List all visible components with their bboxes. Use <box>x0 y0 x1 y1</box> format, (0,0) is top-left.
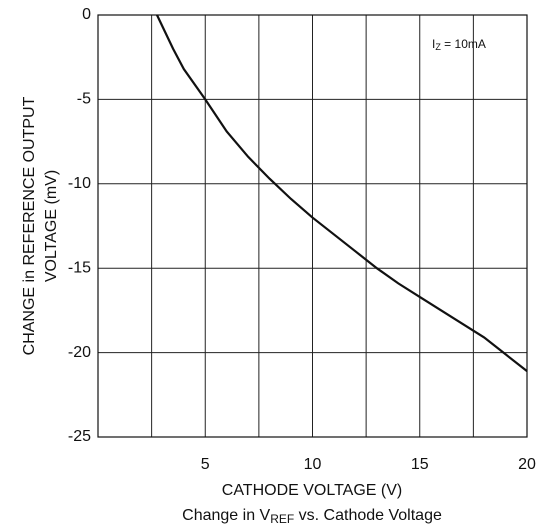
chart-title: Change in VREF vs. Cathode Voltage <box>182 507 442 526</box>
annotation-part: I <box>432 37 435 51</box>
title-part: Change in V <box>182 507 270 524</box>
title-subscript: REF <box>270 512 294 526</box>
y-tick-label: -25 <box>68 428 91 445</box>
y-tick-label: 0 <box>82 6 91 23</box>
y-axis-label: VOLTAGE (mV) <box>43 170 60 282</box>
plot-frame <box>97 14 528 438</box>
y-axis-label: CHANGE in REFERENCE OUTPUT <box>21 96 38 355</box>
annotation-part: = 10mA <box>441 37 486 51</box>
y-tick-label: -10 <box>68 175 91 192</box>
x-tick-label: 10 <box>304 456 322 473</box>
x-axis-label: CATHODE VOLTAGE (V) <box>222 482 402 499</box>
x-tick-label: 20 <box>518 456 536 473</box>
annotation-subscript: Z <box>435 42 441 52</box>
y-tick-label: -15 <box>68 259 91 276</box>
y-tick-label: -5 <box>77 91 91 108</box>
y-tick-label: -20 <box>68 344 91 361</box>
annotation: IZ = 10mA <box>432 37 486 52</box>
line-series <box>155 14 528 373</box>
x-tick-label: 5 <box>201 456 210 473</box>
x-tick-label: 15 <box>411 456 429 473</box>
title-part: vs. Cathode Voltage <box>294 507 442 524</box>
